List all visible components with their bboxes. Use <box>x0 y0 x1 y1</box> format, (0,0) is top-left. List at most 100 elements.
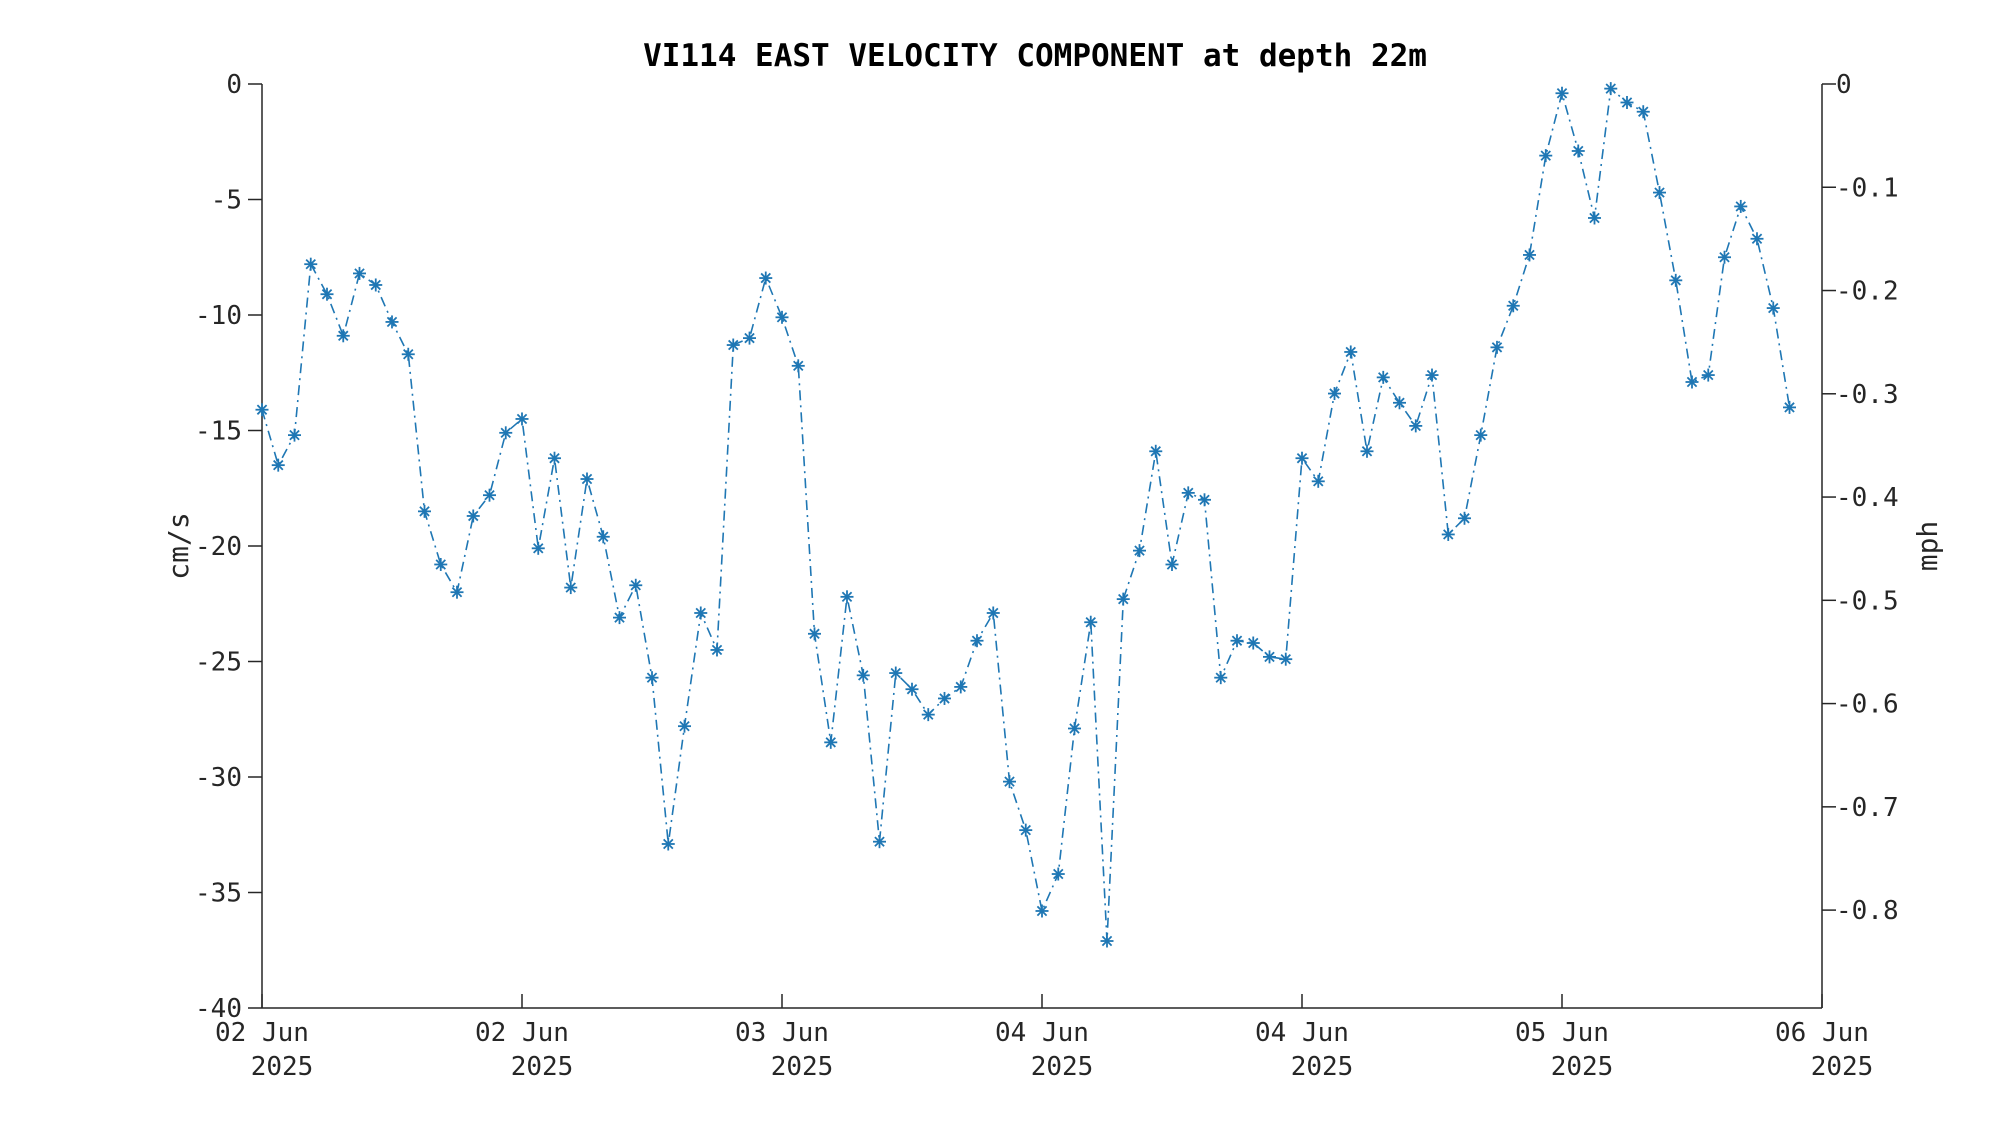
data-point <box>369 278 383 292</box>
y-tick-label-right: -0.6 <box>1836 690 1899 720</box>
data-point <box>954 680 968 694</box>
data-point <box>288 428 301 442</box>
data-point <box>1701 368 1715 382</box>
data-point <box>1230 634 1244 648</box>
data-point <box>613 611 626 625</box>
y-tick-label: -15 <box>195 417 242 447</box>
data-point <box>938 691 951 705</box>
data-point <box>889 666 903 680</box>
data-point <box>1783 400 1796 414</box>
data-point <box>1311 474 1325 488</box>
x-tick-label-day: 02 Jun <box>215 1018 309 1048</box>
data-point <box>694 606 708 620</box>
data-point <box>1019 823 1033 837</box>
data-point <box>1685 375 1699 389</box>
data-point <box>1620 95 1634 109</box>
y-tick-label-right: -0.1 <box>1836 173 1899 203</box>
data-point <box>1068 721 1081 735</box>
y-tick-label-right: -0.4 <box>1836 483 1899 513</box>
y-tick-label: 0 <box>226 70 242 100</box>
chart-title: VI114 EAST VELOCITY COMPONENT at depth 2… <box>643 38 1427 74</box>
data-point <box>1539 149 1553 163</box>
y-tick-label: -30 <box>195 763 242 793</box>
data-point <box>873 835 886 849</box>
data-point <box>840 590 854 604</box>
data-point <box>856 668 870 682</box>
x-tick-label-day: 05 Jun <box>1515 1018 1609 1048</box>
data-point <box>1474 428 1488 442</box>
data-point <box>1295 451 1309 465</box>
data-point <box>1750 232 1764 246</box>
data-point <box>1409 419 1423 433</box>
data-point <box>1669 273 1683 287</box>
data-point <box>1344 345 1358 359</box>
data-point <box>1263 650 1276 664</box>
data-point <box>1214 671 1228 685</box>
data-point <box>759 271 773 285</box>
data-point <box>678 719 691 733</box>
data-point <box>515 412 529 426</box>
data-point <box>1100 934 1114 948</box>
data-point <box>483 488 496 502</box>
data-point <box>1734 199 1748 213</box>
y-tick-label: -5 <box>211 186 242 216</box>
x-tick-label-year: 2025 <box>251 1052 314 1082</box>
x-tick-label-day: 06 Jun <box>1775 1018 1869 1048</box>
data-point <box>775 310 789 324</box>
data-point <box>743 331 756 345</box>
y-tick-label: -40 <box>195 994 242 1024</box>
data-point <box>450 585 464 599</box>
data-point <box>645 671 659 685</box>
x-tick-label-year: 2025 <box>1031 1052 1094 1082</box>
data-point <box>1653 186 1666 200</box>
y-tick-label-right: 0 <box>1836 70 1852 100</box>
data-point <box>1718 250 1731 264</box>
data-point <box>1393 396 1406 410</box>
x-tick-label-day: 03 Jun <box>735 1018 829 1048</box>
data-point <box>271 458 285 472</box>
data-point <box>1604 82 1618 96</box>
data-point <box>531 541 545 555</box>
data-point <box>466 509 480 523</box>
data-point <box>336 329 350 343</box>
series-line <box>261 87 1791 942</box>
y-tick-label: -25 <box>195 648 242 678</box>
data-point <box>1279 652 1293 666</box>
data-point <box>1181 486 1195 500</box>
data-point <box>1425 368 1439 382</box>
data-point <box>1360 444 1374 458</box>
data-point <box>434 557 448 571</box>
data-point <box>418 504 431 518</box>
data-point <box>304 257 318 271</box>
axes <box>261 84 1823 1009</box>
data-point <box>986 606 1000 620</box>
right-y-ticks: 0 -0.1 -0.2 -0.3 -0.4 -0.5 -0.6 -0.7 -0.8 <box>1822 70 1899 926</box>
x-tick-label-year: 2025 <box>511 1052 574 1082</box>
x-tick-label-day: 02 Jun <box>475 1018 569 1048</box>
x-tick-label-year: 2025 <box>771 1052 834 1082</box>
y-axis-label: cm/s <box>162 512 195 579</box>
data-point <box>905 682 919 696</box>
data-point <box>1133 544 1146 558</box>
data-point <box>255 403 269 417</box>
data-point <box>596 530 610 544</box>
y-tick-label: -35 <box>195 879 242 909</box>
data-point <box>320 287 334 301</box>
y-tick-label-right: -0.3 <box>1836 380 1899 410</box>
data-point <box>1035 904 1049 918</box>
data-point <box>1490 340 1504 354</box>
data-point <box>1506 299 1520 313</box>
data-point <box>1328 387 1341 401</box>
data-point <box>1116 592 1130 606</box>
series-east-velocity <box>255 82 1796 948</box>
data-point <box>629 578 643 592</box>
data-point <box>1376 370 1390 384</box>
data-point <box>1084 615 1098 629</box>
y-tick-label-right: -0.7 <box>1836 793 1899 823</box>
data-point <box>710 643 724 657</box>
data-point <box>353 266 366 280</box>
data-point <box>726 338 740 352</box>
data-point <box>1165 557 1179 571</box>
data-point <box>661 837 675 851</box>
data-point <box>808 627 821 641</box>
